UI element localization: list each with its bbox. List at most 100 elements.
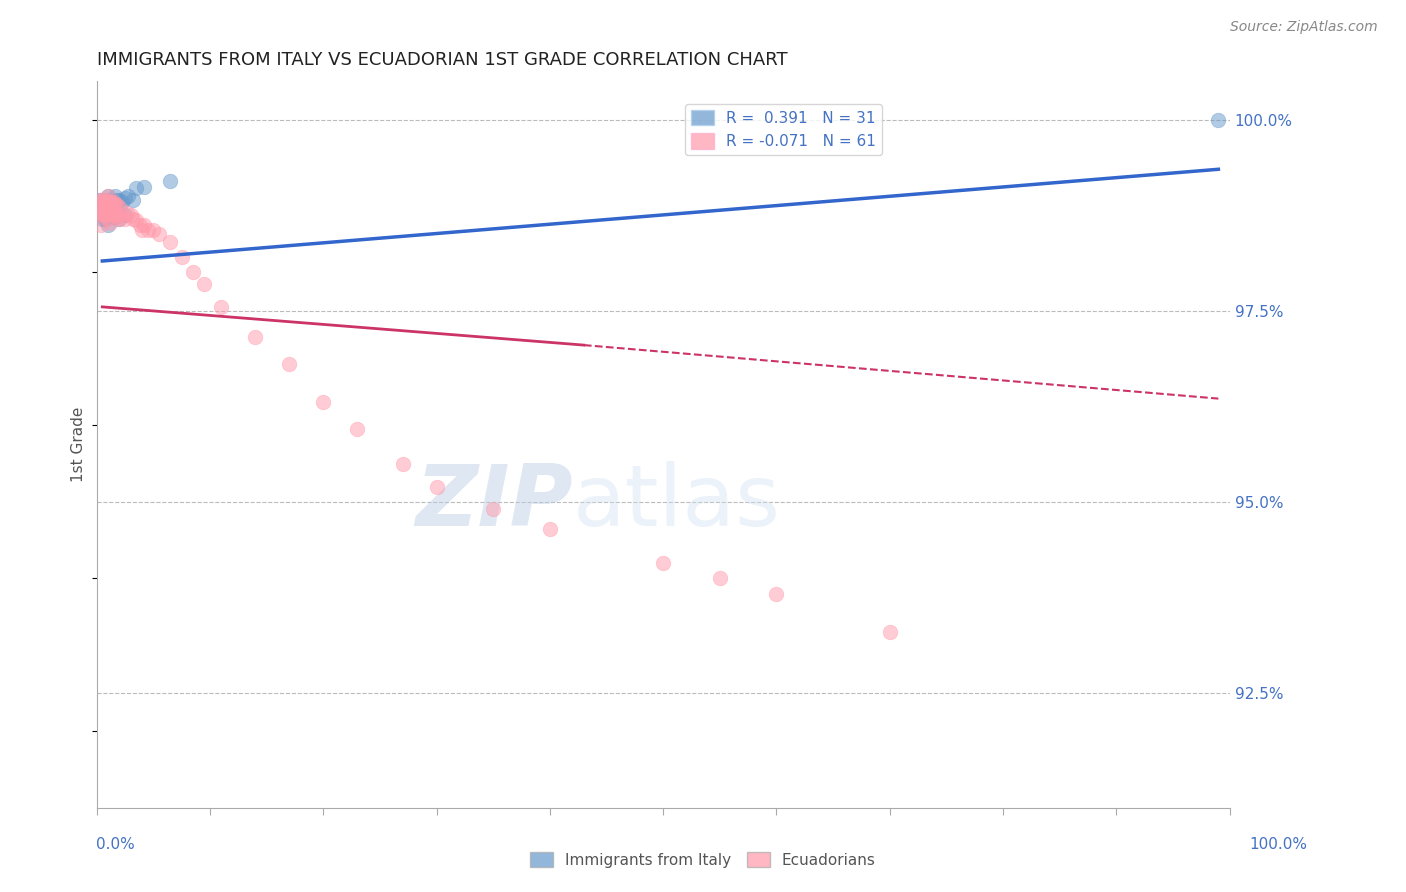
Point	[100, 195, 122, 210]
Point	[108, 211, 131, 226]
Text: 100.0%: 100.0%	[1250, 838, 1308, 852]
Point	[105, 198, 128, 212]
Point	[136, 223, 159, 237]
Point	[91, 195, 114, 210]
Point	[101, 196, 124, 211]
Point	[245, 330, 267, 344]
Point	[765, 586, 787, 600]
Point	[103, 207, 125, 221]
Point	[426, 479, 449, 493]
Point	[879, 624, 901, 639]
Point	[93, 201, 115, 215]
Point	[89, 206, 111, 220]
Point	[103, 211, 125, 225]
Point	[181, 265, 204, 279]
Point	[193, 277, 215, 291]
Point	[96, 208, 118, 222]
Point	[103, 195, 125, 210]
Point	[97, 211, 120, 226]
Point	[125, 213, 148, 227]
Y-axis label: 1st Grade: 1st Grade	[72, 407, 86, 483]
Point	[94, 206, 117, 220]
Point	[97, 218, 120, 232]
Point	[170, 250, 193, 264]
Point	[128, 218, 150, 232]
Point	[105, 193, 128, 207]
Point	[391, 457, 413, 471]
Point	[482, 502, 505, 516]
Point	[93, 206, 115, 220]
Point	[1208, 112, 1230, 127]
Point	[134, 179, 156, 194]
Point	[125, 181, 148, 195]
Point	[89, 193, 111, 207]
Point	[114, 208, 136, 222]
Point	[90, 208, 112, 222]
Point	[108, 193, 131, 207]
Point	[104, 208, 127, 222]
Point	[98, 216, 121, 230]
Point	[98, 195, 121, 210]
Point	[96, 195, 118, 210]
Point	[98, 206, 121, 220]
Point	[91, 206, 114, 220]
Point	[90, 208, 112, 222]
Point	[122, 193, 145, 207]
Point	[346, 422, 368, 436]
Point	[709, 571, 731, 585]
Point	[114, 211, 136, 226]
Point	[100, 196, 122, 211]
Point	[90, 196, 112, 211]
Point	[93, 211, 115, 226]
Point	[103, 201, 125, 215]
Point	[97, 189, 120, 203]
Point	[93, 193, 115, 207]
Point	[105, 202, 128, 217]
Point	[104, 196, 127, 211]
Point	[117, 206, 139, 220]
Point	[108, 211, 131, 226]
Point	[94, 206, 117, 220]
Point	[94, 193, 117, 207]
Point	[97, 201, 120, 215]
Text: 0.0%: 0.0%	[96, 838, 135, 852]
Point	[148, 227, 170, 242]
Legend: R =  0.391   N = 31, R = -0.071   N = 61: R = 0.391 N = 31, R = -0.071 N = 61	[685, 103, 882, 155]
Text: ZIP: ZIP	[415, 461, 572, 544]
Point	[117, 189, 139, 203]
Point	[134, 218, 156, 232]
Point	[110, 208, 132, 222]
Point	[142, 223, 165, 237]
Point	[159, 174, 181, 188]
Point	[278, 357, 301, 371]
Text: IMMIGRANTS FROM ITALY VS ECUADORIAN 1ST GRADE CORRELATION CHART: IMMIGRANTS FROM ITALY VS ECUADORIAN 1ST …	[97, 51, 787, 69]
Point	[91, 196, 114, 211]
Point	[120, 208, 142, 222]
Point	[105, 211, 128, 225]
Text: atlas: atlas	[572, 461, 780, 544]
Point	[538, 522, 561, 536]
Point	[312, 395, 335, 409]
Point	[108, 201, 131, 215]
Point	[110, 195, 132, 210]
Point	[93, 195, 115, 210]
Point	[94, 193, 117, 207]
Text: Source: ZipAtlas.com: Source: ZipAtlas.com	[1230, 21, 1378, 34]
Point	[104, 189, 127, 203]
Point	[97, 201, 120, 215]
Point	[114, 190, 136, 204]
Point	[96, 202, 118, 217]
Point	[131, 223, 153, 237]
Point	[89, 193, 111, 207]
Point	[652, 556, 675, 570]
Point	[98, 208, 121, 222]
Point	[97, 189, 120, 203]
Point	[122, 211, 145, 226]
Legend: Immigrants from Italy, Ecuadorians: Immigrants from Italy, Ecuadorians	[524, 846, 882, 873]
Point	[100, 208, 122, 222]
Point	[209, 300, 232, 314]
Point	[93, 206, 115, 220]
Point	[159, 235, 181, 249]
Point	[98, 196, 121, 211]
Point	[91, 211, 114, 226]
